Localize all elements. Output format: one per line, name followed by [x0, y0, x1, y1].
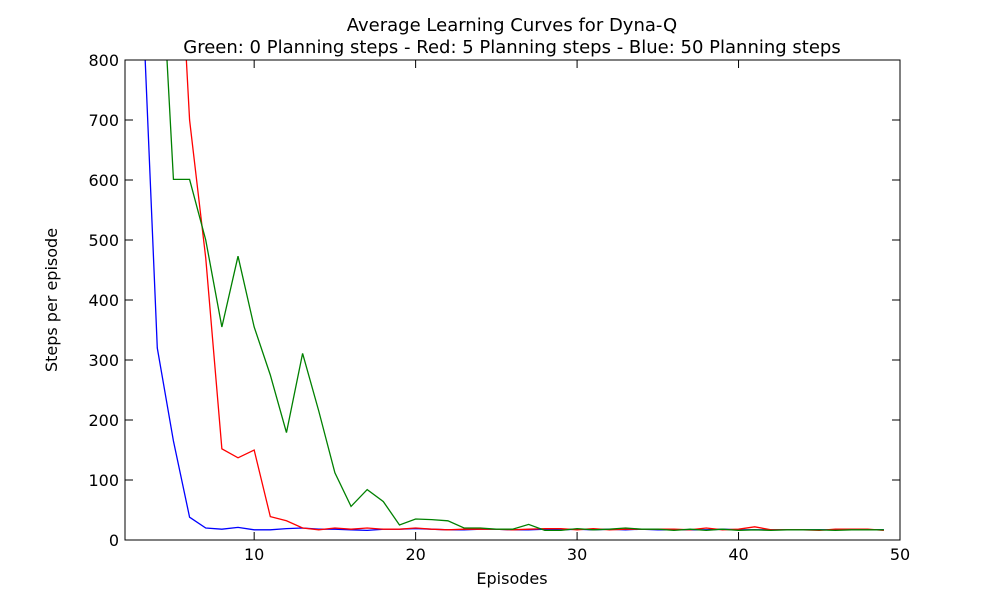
y-tick-label: 300 — [88, 351, 119, 370]
x-tick-label: 50 — [890, 545, 910, 564]
y-tick-label: 400 — [88, 291, 119, 310]
x-tick-label: 40 — [728, 545, 748, 564]
y-tick-label: 0 — [109, 531, 119, 550]
x-tick-label: 20 — [405, 545, 425, 564]
y-tick-label: 200 — [88, 411, 119, 430]
x-tick-label: 10 — [244, 545, 264, 564]
chart-title: Average Learning Curves for Dyna-Q — [347, 15, 677, 36]
y-axis-label: Steps per episode — [42, 228, 61, 372]
x-tick-label: 30 — [567, 545, 587, 564]
y-tick-label: 700 — [88, 111, 119, 130]
y-tick-label: 500 — [88, 231, 119, 250]
y-tick-label: 100 — [88, 471, 119, 490]
plot-lines — [144, 60, 884, 532]
data-line — [166, 60, 884, 532]
x-axis-label: Episodes — [476, 569, 547, 588]
y-tick-label: 800 — [88, 51, 119, 70]
chart-subtitle: Green: 0 Planning steps - Red: 5 Plannin… — [183, 37, 840, 58]
y-tick-label: 600 — [88, 171, 119, 190]
